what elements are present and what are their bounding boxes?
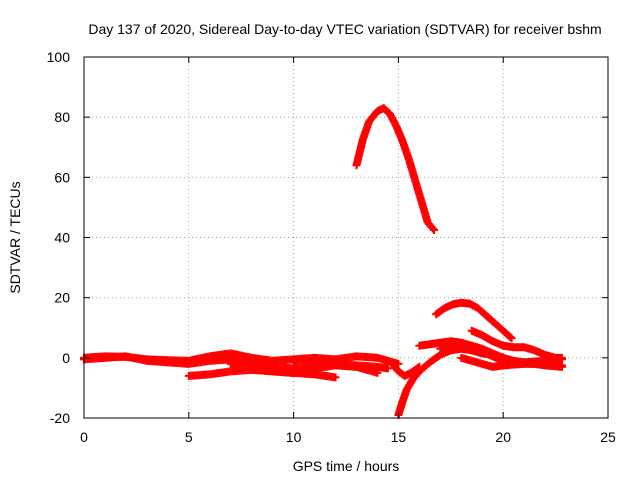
y-tick-label: 100 xyxy=(47,49,71,65)
chart-title: Day 137 of 2020, Sidereal Day-to-day VTE… xyxy=(88,21,601,37)
data-point xyxy=(415,362,424,371)
x-tick-label: 25 xyxy=(600,429,616,445)
series-sat-h xyxy=(388,359,424,380)
y-tick-label: 20 xyxy=(54,290,70,306)
data-point xyxy=(507,334,516,343)
series-sat-f xyxy=(352,104,439,234)
x-tick-label: 5 xyxy=(185,429,193,445)
x-tick-label: 0 xyxy=(80,429,88,445)
x-axis-label: GPS time / hours xyxy=(293,458,400,474)
series-sat-e xyxy=(289,356,392,373)
series-sat-m xyxy=(457,353,566,371)
data-point xyxy=(557,353,566,362)
y-axis-label: SDTVAR / TECUs xyxy=(7,181,23,293)
data-point xyxy=(331,373,340,382)
x-tick-label: 20 xyxy=(495,429,511,445)
y-tick-label: 80 xyxy=(54,109,70,125)
data-point xyxy=(383,364,392,373)
data-point xyxy=(557,361,566,370)
series-sat-b xyxy=(80,352,319,374)
x-tick-label: 10 xyxy=(286,429,302,445)
data-point xyxy=(506,333,515,342)
y-tick-label: 60 xyxy=(54,169,70,185)
x-tick-label: 15 xyxy=(391,429,407,445)
series-sat-l xyxy=(467,326,566,362)
data-series xyxy=(80,104,566,419)
data-point xyxy=(428,224,437,233)
data-point xyxy=(413,363,422,372)
grid-lines xyxy=(84,57,608,418)
y-tick-label: -20 xyxy=(50,410,70,426)
axis-ticks: 0 5 10 15 20 25 -20 0 20 40 60 80 100 xyxy=(47,49,616,445)
data-point xyxy=(430,225,439,234)
y-tick-label: 0 xyxy=(62,350,70,366)
series-sat-k xyxy=(432,298,516,343)
y-tick-label: 40 xyxy=(54,230,70,246)
